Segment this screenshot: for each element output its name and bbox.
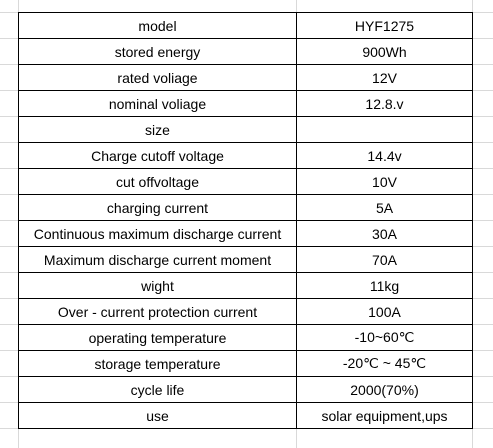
spec-label: cut offvoltage <box>18 168 297 195</box>
table-row: use solar equipment,ups <box>18 402 473 429</box>
table-row: Charge cutoff voltage 14.4v <box>18 142 473 169</box>
table-row: operating temperature -10~60℃ <box>18 324 473 351</box>
table-row: nominal voliage 12.8.v <box>18 90 473 117</box>
table-row: cut offvoltage 10V <box>18 168 473 195</box>
spec-label: operating temperature <box>18 324 297 351</box>
table-row: cycle life 2000(70%) <box>18 376 473 403</box>
spec-value: 70A <box>296 246 473 273</box>
spec-label: Charge cutoff voltage <box>18 142 297 169</box>
spec-label: storage temperature <box>18 350 297 377</box>
spec-value: 10V <box>296 168 473 195</box>
table-row: model HYF1275 <box>18 12 473 39</box>
spec-value: -20℃ ~ 45℃ <box>296 350 473 377</box>
spec-value <box>296 116 473 143</box>
spec-value: 100A <box>296 298 473 325</box>
spec-label: Continuous maximum discharge current <box>18 220 297 247</box>
spec-label: Over - current protection current <box>18 298 297 325</box>
spec-label: charging current <box>18 194 297 221</box>
spec-label: rated voliage <box>18 64 297 91</box>
spec-label: wight <box>18 272 297 299</box>
spec-label: Maximum discharge current moment <box>18 246 297 273</box>
spec-value: 14.4v <box>296 142 473 169</box>
sheet-col-line <box>472 0 473 448</box>
spec-value: 12V <box>296 64 473 91</box>
spec-value: 5A <box>296 194 473 221</box>
table-row: storage temperature -20℃ ~ 45℃ <box>18 350 473 377</box>
spec-value: 2000(70%) <box>296 376 473 403</box>
sheet-row-line <box>0 428 493 429</box>
table-row: wight 11kg <box>18 272 473 299</box>
spec-value: HYF1275 <box>296 12 473 39</box>
spec-label: cycle life <box>18 376 297 403</box>
spec-table: model HYF1275 stored energy 900Wh rated voli… <box>18 12 473 429</box>
table-row: stored energy 900Wh <box>18 38 473 65</box>
table-row: size <box>18 116 473 143</box>
spec-value: 12.8.v <box>296 90 473 117</box>
spec-label: stored energy <box>18 38 297 65</box>
table-row: rated voliage 12V <box>18 64 473 91</box>
table-row: charging current 5A <box>18 194 473 221</box>
spec-label: model <box>18 12 297 39</box>
spec-value: solar equipment,ups <box>296 402 473 429</box>
table-row: Continuous maximum discharge current 30A <box>18 220 473 247</box>
spec-label: use <box>18 402 297 429</box>
table-row: Maximum discharge current moment 70A <box>18 246 473 273</box>
spec-value: -10~60℃ <box>296 324 473 351</box>
spec-value: 900Wh <box>296 38 473 65</box>
spec-value: 30A <box>296 220 473 247</box>
spec-label: size <box>18 116 297 143</box>
table-row: Over - current protection current 100A <box>18 298 473 325</box>
spec-label: nominal voliage <box>18 90 297 117</box>
spec-value: 11kg <box>296 272 473 299</box>
